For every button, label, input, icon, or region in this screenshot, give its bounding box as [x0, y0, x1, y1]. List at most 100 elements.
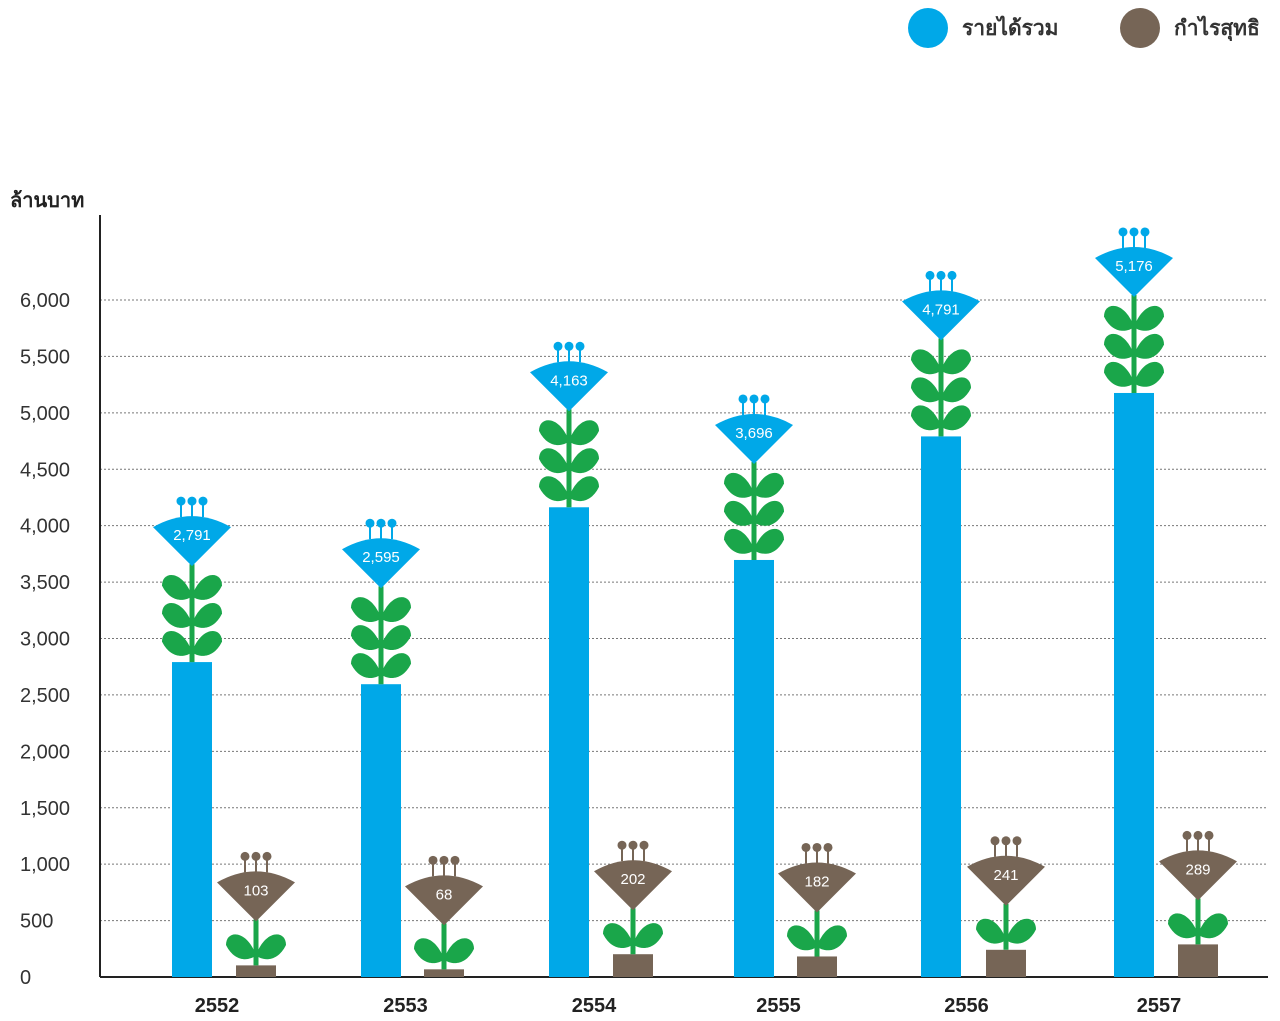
revenue-flower-stamen-dot	[365, 518, 375, 528]
profit-flower-stamen-dot	[823, 842, 833, 852]
revenue-flower-stamen-dot	[1118, 227, 1128, 237]
y-tick-label: 5,000	[20, 403, 70, 425]
data-label: 182	[804, 873, 829, 890]
revenue-leaf-right	[381, 597, 411, 623]
profit-leaf-left	[787, 925, 817, 951]
profit-leaf-right	[1198, 913, 1228, 939]
profit-flower-head	[405, 875, 483, 926]
revenue-flower-stamen-dot	[564, 341, 574, 351]
profit-flower-stamen-dot	[812, 842, 822, 852]
profit-bar	[236, 965, 276, 977]
revenue-leaf-right	[1134, 361, 1164, 387]
revenue-leaf-left	[911, 377, 941, 403]
profit-flower-stamen-dot	[990, 836, 1000, 846]
profit-bar	[1178, 944, 1218, 977]
revenue-bar	[549, 507, 589, 977]
profit-leaf-left	[603, 923, 633, 949]
revenue-leaf-left	[1104, 333, 1134, 359]
profit-leaf-right	[444, 938, 474, 964]
profit-flower-head	[967, 855, 1045, 906]
data-label: 3,696	[735, 425, 773, 442]
y-tick-label: 1,500	[20, 798, 70, 820]
revenue-flower-stamen-dot	[376, 518, 386, 528]
revenue-leaf-left	[911, 349, 941, 375]
revenue-bar	[172, 662, 212, 977]
data-label: 241	[993, 867, 1018, 884]
revenue-flower-head	[153, 516, 231, 567]
profit-flower-stamen-dot	[240, 851, 250, 861]
revenue-bar	[734, 559, 774, 977]
revenue-leaf-right	[941, 405, 971, 431]
profit-leaf-left	[414, 938, 444, 964]
revenue-leaf-right	[754, 528, 784, 554]
y-tick-label: 2,000	[20, 741, 70, 763]
revenue-leaf-left	[539, 420, 569, 446]
profit-leaf-left	[226, 934, 256, 960]
revenue-flower-stamen-dot	[1140, 227, 1150, 237]
profit-flower-head	[217, 871, 295, 922]
y-tick-label: 2,500	[20, 685, 70, 707]
y-tick-label: 5,500	[20, 346, 70, 368]
data-label: 103	[243, 882, 268, 899]
revenue-leaf-left	[724, 528, 754, 554]
y-tick-label: 0	[20, 967, 31, 989]
y-tick-label: 1,000	[20, 854, 70, 876]
revenue-flower-stamen-dot	[1129, 227, 1139, 237]
legend-revenue-label: รายได้รวม	[962, 15, 1059, 40]
revenue-leaf-left	[162, 575, 192, 600]
revenue-leaf-left	[724, 472, 754, 498]
revenue-leaf-left	[911, 405, 941, 431]
revenue-leaf-right	[192, 603, 222, 628]
revenue-leaf-left	[351, 625, 381, 651]
x-tick-label: 2552	[195, 995, 240, 1017]
data-label: 5,176	[1115, 258, 1153, 275]
revenue-flower-stamen-dot	[198, 496, 208, 506]
x-tick-label: 2556	[944, 995, 989, 1017]
y-tick-label: 6,000	[20, 290, 70, 312]
revenue-bar	[1114, 392, 1154, 977]
revenue-leaf-right	[754, 472, 784, 498]
revenue-leaf-right	[1134, 333, 1164, 359]
profit-flower-head	[1159, 850, 1237, 901]
data-label: 4,163	[550, 372, 588, 389]
y-tick-label: 4,000	[20, 516, 70, 538]
y-tick-label: 3,000	[20, 629, 70, 651]
revenue-leaf-left	[1104, 361, 1134, 387]
revenue-leaf-right	[381, 653, 411, 679]
revenue-leaf-right	[192, 575, 222, 600]
revenue-leaf-right	[192, 631, 222, 656]
revenue-leaf-right	[754, 500, 784, 526]
revenue-leaf-right	[381, 625, 411, 651]
profit-leaf-right	[1006, 918, 1036, 944]
profit-flower-head	[594, 860, 672, 911]
data-label: 2,595	[362, 549, 400, 566]
profit-flower-stamen-dot	[1012, 836, 1022, 846]
profit-flower-stamen-dot	[1204, 830, 1214, 840]
revenue-flower-stamen-dot	[947, 270, 957, 280]
profit-flower-stamen-dot	[639, 840, 649, 850]
revenue-leaf-left	[162, 631, 192, 656]
y-axis-title: ล้านบาท	[10, 188, 85, 212]
revenue-flower-head	[715, 413, 793, 464]
profit-bar	[424, 969, 464, 977]
revenue-flower-stamen-dot	[553, 341, 563, 351]
profit-bar	[986, 949, 1026, 977]
profit-flower-stamen-dot	[801, 842, 811, 852]
y-tick-label: 4,500	[20, 459, 70, 481]
data-label: 289	[1185, 861, 1210, 878]
revenue-flower-stamen-dot	[187, 496, 197, 506]
revenue-leaf-right	[569, 476, 599, 502]
y-tick-label: 500	[20, 911, 53, 933]
legend-revenue-swatch	[908, 8, 948, 48]
profit-flower-stamen-dot	[428, 855, 438, 865]
revenue-flower-head	[1095, 246, 1173, 297]
legend-profit-swatch	[1120, 8, 1160, 48]
data-label: 68	[436, 886, 453, 903]
x-tick-label: 2553	[383, 995, 428, 1017]
legend-profit-label: กำไรสุทธิ	[1174, 15, 1260, 40]
profit-flower-stamen-dot	[439, 855, 449, 865]
revenue-flower-stamen-dot	[738, 394, 748, 404]
revenue-flower-head	[902, 290, 980, 341]
data-label: 2,791	[173, 527, 211, 544]
